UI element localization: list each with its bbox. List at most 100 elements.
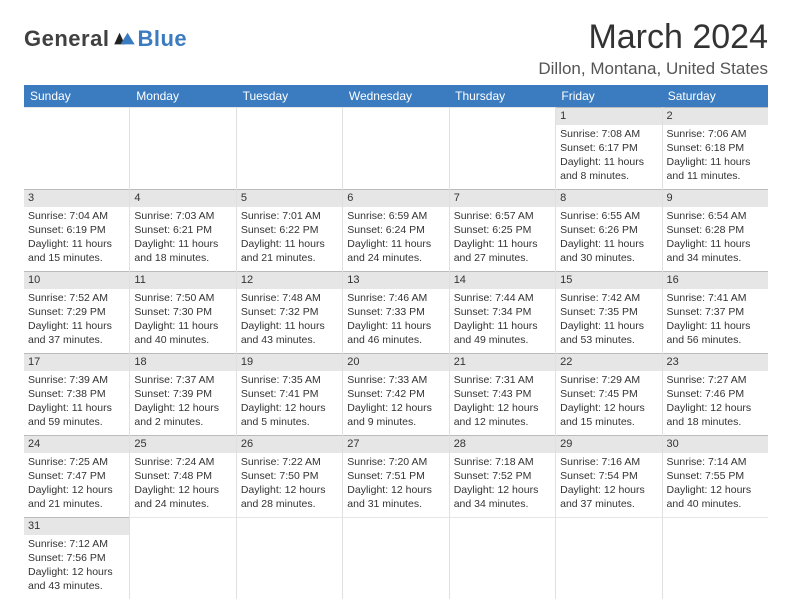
day-cell: 6Sunrise: 6:59 AMSunset: 6:24 PMDaylight… [343,189,449,271]
empty-cell [237,107,343,189]
sunrise-text: Sunrise: 7:42 AM [560,291,657,305]
day-body [343,123,448,189]
weekday-header: Saturday [662,85,768,107]
day-number: 1 [556,107,661,125]
daylight-text: Daylight: 12 hours and 21 minutes. [28,483,125,511]
sunset-text: Sunset: 7:55 PM [667,469,764,483]
sunset-text: Sunset: 6:18 PM [667,141,764,155]
day-body: Sunrise: 7:52 AMSunset: 7:29 PMDaylight:… [24,289,129,353]
day-body [130,123,235,189]
day-body: Sunrise: 7:08 AMSunset: 6:17 PMDaylight:… [556,125,661,189]
week-row: 17Sunrise: 7:39 AMSunset: 7:38 PMDayligh… [24,353,768,435]
daylight-text: Daylight: 11 hours and 46 minutes. [347,319,444,347]
day-cell: 13Sunrise: 7:46 AMSunset: 7:33 PMDayligh… [343,271,449,353]
day-body: Sunrise: 6:57 AMSunset: 6:25 PMDaylight:… [450,207,555,271]
sunset-text: Sunset: 7:42 PM [347,387,444,401]
sunrise-text: Sunrise: 7:12 AM [28,537,125,551]
location: Dillon, Montana, United States [538,59,768,79]
flag-icon [113,31,135,47]
day-body [130,533,235,599]
logo-text-blue: Blue [137,26,187,52]
daylight-text: Daylight: 12 hours and 40 minutes. [667,483,764,511]
daylight-text: Daylight: 12 hours and 12 minutes. [454,401,551,429]
sunrise-text: Sunrise: 7:41 AM [667,291,764,305]
sunrise-text: Sunrise: 6:54 AM [667,209,764,223]
day-body [450,533,555,599]
day-body: Sunrise: 7:33 AMSunset: 7:42 PMDaylight:… [343,371,448,435]
day-number: 6 [343,189,448,207]
daylight-text: Daylight: 11 hours and 11 minutes. [667,155,764,183]
sunset-text: Sunset: 7:34 PM [454,305,551,319]
daylight-text: Daylight: 12 hours and 28 minutes. [241,483,338,511]
daylight-text: Daylight: 12 hours and 9 minutes. [347,401,444,429]
daylight-text: Daylight: 11 hours and 59 minutes. [28,401,125,429]
sunrise-text: Sunrise: 7:52 AM [28,291,125,305]
week-row: 10Sunrise: 7:52 AMSunset: 7:29 PMDayligh… [24,271,768,353]
day-cell: 30Sunrise: 7:14 AMSunset: 7:55 PMDayligh… [663,435,768,517]
daylight-text: Daylight: 11 hours and 30 minutes. [560,237,657,265]
day-cell: 5Sunrise: 7:01 AMSunset: 6:22 PMDaylight… [237,189,343,271]
day-number: 4 [130,189,235,207]
daylight-text: Daylight: 12 hours and 5 minutes. [241,401,338,429]
daylight-text: Daylight: 12 hours and 15 minutes. [560,401,657,429]
day-cell: 22Sunrise: 7:29 AMSunset: 7:45 PMDayligh… [556,353,662,435]
weekday-header: Tuesday [237,85,343,107]
day-body [237,123,342,189]
day-number: 15 [556,271,661,289]
sunrise-text: Sunrise: 7:14 AM [667,455,764,469]
day-number: 27 [343,435,448,453]
day-number: 2 [663,107,768,125]
sunrise-text: Sunrise: 7:25 AM [28,455,125,469]
week-row: 1Sunrise: 7:08 AMSunset: 6:17 PMDaylight… [24,107,768,189]
day-number: 14 [450,271,555,289]
empty-cell [24,107,130,189]
empty-cell [130,517,236,599]
day-body: Sunrise: 7:22 AMSunset: 7:50 PMDaylight:… [237,453,342,517]
day-cell: 28Sunrise: 7:18 AMSunset: 7:52 PMDayligh… [450,435,556,517]
weekday-header: Thursday [449,85,555,107]
day-number: 26 [237,435,342,453]
day-body: Sunrise: 7:31 AMSunset: 7:43 PMDaylight:… [450,371,555,435]
sunset-text: Sunset: 6:28 PM [667,223,764,237]
day-number: 17 [24,353,129,371]
empty-cell [556,517,662,599]
day-cell: 16Sunrise: 7:41 AMSunset: 7:37 PMDayligh… [663,271,768,353]
day-body: Sunrise: 7:25 AMSunset: 7:47 PMDaylight:… [24,453,129,517]
day-cell: 20Sunrise: 7:33 AMSunset: 7:42 PMDayligh… [343,353,449,435]
sunrise-text: Sunrise: 7:27 AM [667,373,764,387]
daylight-text: Daylight: 11 hours and 8 minutes. [560,155,657,183]
sunrise-text: Sunrise: 7:33 AM [347,373,444,387]
day-number: 16 [663,271,768,289]
sunset-text: Sunset: 6:24 PM [347,223,444,237]
day-body: Sunrise: 7:37 AMSunset: 7:39 PMDaylight:… [130,371,235,435]
day-body [343,533,448,599]
sunset-text: Sunset: 6:21 PM [134,223,231,237]
day-body [24,123,129,189]
weeks-container: 1Sunrise: 7:08 AMSunset: 6:17 PMDaylight… [24,107,768,599]
day-cell: 25Sunrise: 7:24 AMSunset: 7:48 PMDayligh… [130,435,236,517]
sunset-text: Sunset: 7:37 PM [667,305,764,319]
sunset-text: Sunset: 7:30 PM [134,305,231,319]
sunrise-text: Sunrise: 7:35 AM [241,373,338,387]
sunrise-text: Sunrise: 7:03 AM [134,209,231,223]
sunrise-text: Sunrise: 7:37 AM [134,373,231,387]
weekday-header: Sunday [24,85,130,107]
day-number [130,107,235,123]
day-number: 8 [556,189,661,207]
day-body: Sunrise: 7:16 AMSunset: 7:54 PMDaylight:… [556,453,661,517]
day-cell: 18Sunrise: 7:37 AMSunset: 7:39 PMDayligh… [130,353,236,435]
day-number: 19 [237,353,342,371]
sunset-text: Sunset: 7:29 PM [28,305,125,319]
day-number [663,517,768,533]
sunrise-text: Sunrise: 7:22 AM [241,455,338,469]
day-body: Sunrise: 6:59 AMSunset: 6:24 PMDaylight:… [343,207,448,271]
sunset-text: Sunset: 7:47 PM [28,469,125,483]
day-body [450,123,555,189]
sunset-text: Sunset: 7:51 PM [347,469,444,483]
day-body: Sunrise: 7:14 AMSunset: 7:55 PMDaylight:… [663,453,768,517]
day-number: 22 [556,353,661,371]
day-number: 13 [343,271,448,289]
day-cell: 26Sunrise: 7:22 AMSunset: 7:50 PMDayligh… [237,435,343,517]
sunset-text: Sunset: 7:54 PM [560,469,657,483]
day-cell: 10Sunrise: 7:52 AMSunset: 7:29 PMDayligh… [24,271,130,353]
